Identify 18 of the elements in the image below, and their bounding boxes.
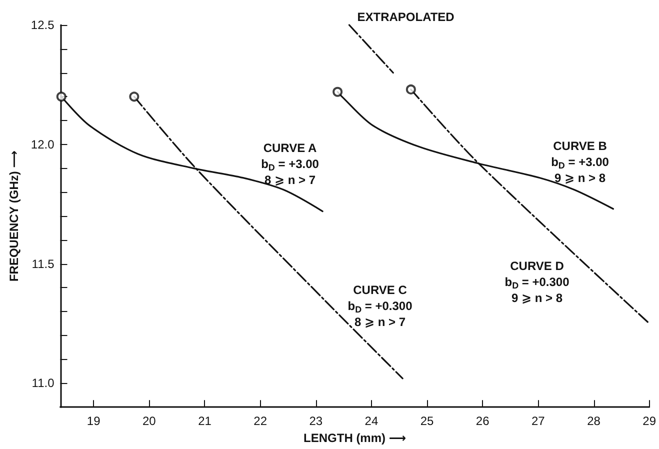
x-tick-label: 29 [642, 414, 656, 428]
x-tick-label: 26 [476, 414, 490, 428]
y-tick-label: 11.0 [32, 376, 55, 390]
x-tick-label: 23 [309, 414, 323, 428]
x-tick-label: 28 [587, 414, 601, 428]
y-tick-label: 12.0 [30, 137, 55, 152]
y-tick-label: 12.5 [30, 18, 55, 32]
x-axis-title: LENGTH (mm) ⟶ [304, 431, 406, 445]
y-axis-title: FREQUENCY (GHz) ⟶ [7, 150, 21, 282]
x-tick-label: 20 [142, 414, 156, 428]
y-tick-label: 11.5 [32, 256, 55, 271]
x-tick-label: 19 [86, 414, 101, 428]
annotation: EXTRAPOLATED [357, 10, 455, 24]
x-tick-label: 24 [364, 414, 378, 428]
x-tick-label: 27 [532, 414, 546, 428]
x-tick-label: 21 [198, 414, 212, 428]
x-tick-label: 25 [420, 414, 434, 428]
x-tick-label: 22 [254, 414, 268, 428]
